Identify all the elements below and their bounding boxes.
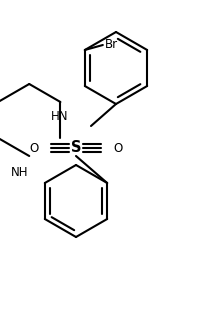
Text: HN: HN	[51, 109, 68, 123]
Text: S: S	[71, 141, 81, 156]
Text: O: O	[30, 142, 39, 155]
Text: Br: Br	[105, 39, 118, 52]
Text: O: O	[113, 142, 122, 155]
Text: NH: NH	[11, 166, 28, 179]
